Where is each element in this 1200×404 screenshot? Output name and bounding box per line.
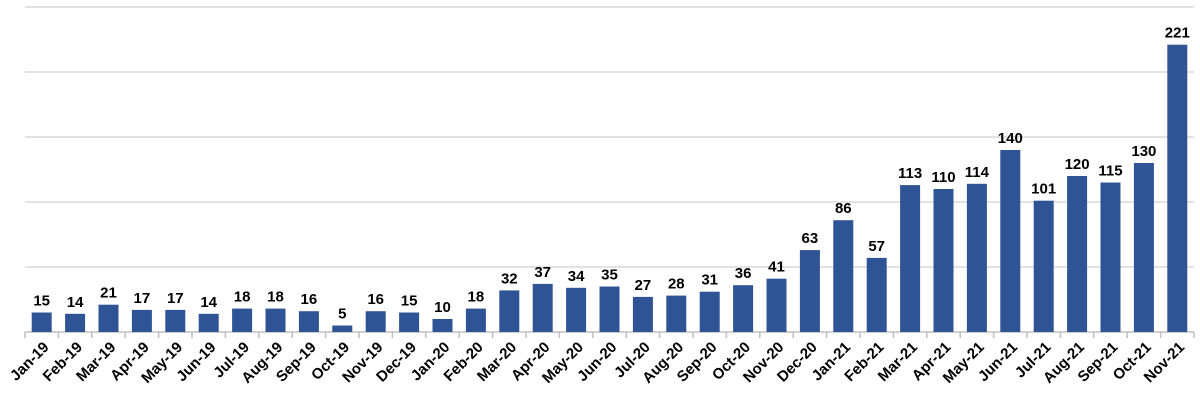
bar (1167, 44, 1188, 332)
bar-value-label: 34 (568, 268, 585, 285)
bar-value-label: 17 (167, 290, 184, 307)
bar-value-label: 5 (338, 306, 346, 323)
bar-value-label: 113 (898, 165, 922, 182)
bar (98, 304, 119, 332)
bar (699, 291, 720, 332)
bar-value-label: 221 (1165, 25, 1190, 42)
bar (799, 250, 820, 332)
bar (966, 183, 987, 332)
bar (499, 290, 520, 332)
bar-value-label: 15 (401, 293, 418, 310)
bar-value-label: 32 (501, 270, 518, 287)
bar (465, 308, 486, 332)
bar (933, 189, 954, 332)
bar (1033, 200, 1054, 332)
bar (599, 286, 620, 332)
bar-value-label: 130 (1131, 143, 1156, 160)
bar-value-label: 37 (534, 264, 551, 281)
bar-value-label: 15 (33, 293, 50, 310)
bar (198, 313, 219, 332)
bar (866, 257, 887, 332)
bar-value-label: 16 (367, 291, 384, 308)
bar (733, 285, 754, 332)
bar-value-label: 110 (931, 169, 955, 186)
bar (265, 308, 286, 332)
bar-value-label: 28 (668, 276, 685, 293)
bar-value-label: 101 (1031, 181, 1056, 198)
bar (900, 185, 921, 332)
bar-value-label: 36 (735, 265, 752, 282)
bar (65, 313, 86, 332)
bar (165, 309, 186, 332)
bar (1133, 163, 1154, 332)
bar (298, 311, 319, 332)
bar (833, 220, 854, 332)
bar (332, 325, 353, 332)
bar (1100, 182, 1121, 332)
bar-value-label: 27 (635, 277, 652, 294)
bar-value-label: 21 (100, 285, 117, 302)
bar (232, 308, 253, 332)
bar-value-label: 10 (434, 299, 451, 316)
bar-value-label: 140 (998, 130, 1023, 147)
bar (131, 309, 152, 332)
bar-value-label: 86 (835, 200, 852, 217)
bar (399, 312, 420, 332)
bar (666, 295, 687, 332)
bar (766, 278, 787, 332)
bar (1000, 150, 1021, 332)
bar (365, 311, 386, 332)
bar-value-label: 18 (267, 289, 284, 306)
bar-value-label: 16 (301, 291, 318, 308)
bar-value-label: 14 (67, 294, 84, 311)
bar-value-label: 18 (234, 289, 251, 306)
bar-value-label: 115 (1098, 163, 1122, 180)
bar-value-label: 14 (200, 294, 217, 311)
bar-value-label: 57 (868, 238, 885, 255)
bar-value-label: 31 (701, 272, 718, 289)
bar-value-label: 63 (802, 230, 819, 247)
bar (632, 296, 653, 332)
bar (432, 319, 453, 332)
bar (1067, 176, 1088, 332)
bar-value-label: 17 (134, 290, 151, 307)
bar-value-label: 114 (965, 164, 990, 181)
bar-value-label: 41 (768, 259, 785, 276)
bar-value-label: 18 (468, 289, 485, 306)
bar (532, 283, 553, 332)
bar (566, 287, 587, 332)
bar (31, 312, 52, 332)
bar-value-label: 120 (1065, 156, 1090, 173)
bar-value-label: 35 (601, 267, 618, 284)
